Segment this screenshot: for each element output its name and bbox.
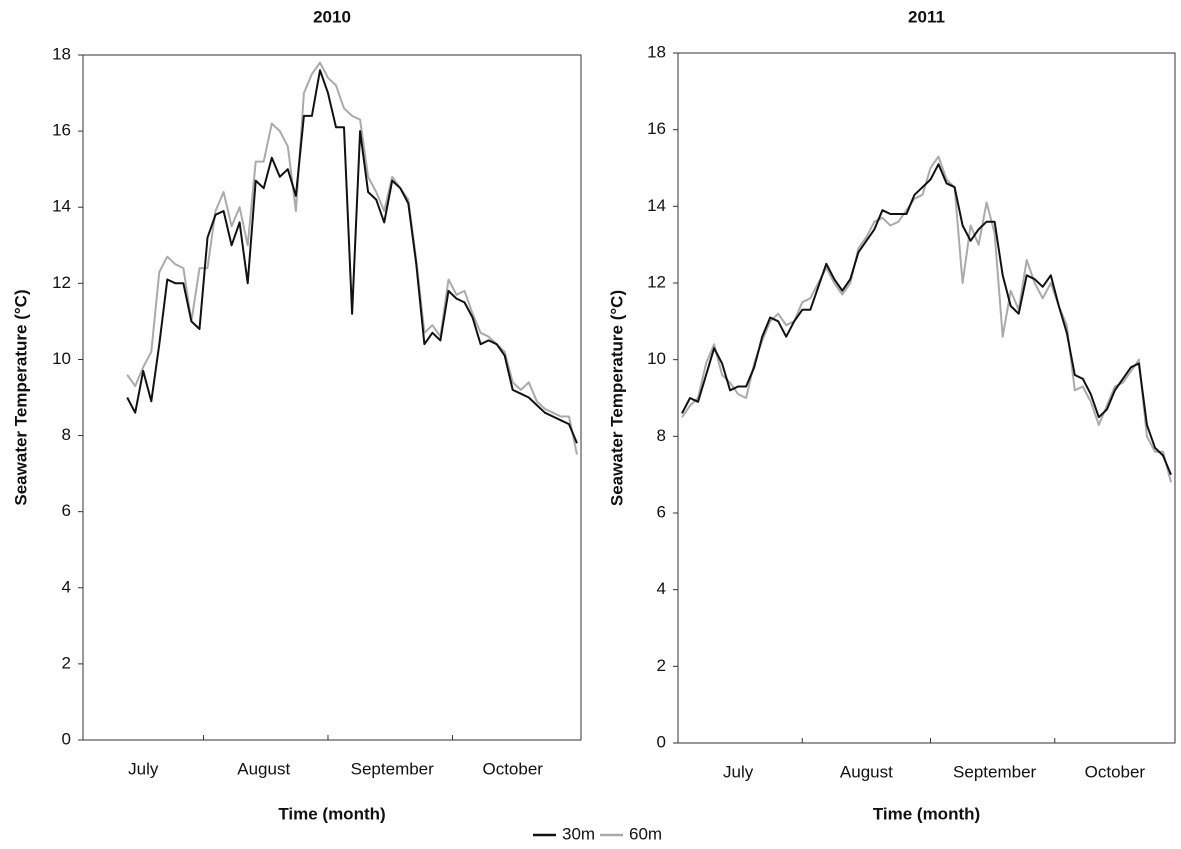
x-tick-label: July: [723, 762, 754, 781]
x-tick-label: August: [840, 762, 893, 781]
y-tick-label: 10: [647, 349, 666, 368]
plot-frame: [82, 54, 582, 741]
y-tick-label: 2: [62, 653, 71, 672]
series-line: [126, 61, 578, 455]
y-tick-label: 8: [62, 425, 71, 444]
y-tick-label: 18: [52, 44, 71, 63]
y-tick-label: 6: [62, 501, 71, 520]
y-tick-label: 18: [647, 42, 666, 61]
y-axis-label: Seawater Temperature (°C): [607, 290, 626, 506]
series-line: [681, 163, 1172, 476]
y-tick-label: 14: [52, 197, 71, 216]
legend: 30m 60m: [533, 824, 662, 843]
series-line: [681, 155, 1172, 483]
x-tick-label: September: [953, 762, 1036, 781]
y-tick-label: 0: [657, 732, 666, 751]
chart-title: 2011: [908, 7, 945, 26]
y-tick-label: 2: [657, 656, 666, 675]
y-tick-label: 4: [657, 579, 666, 598]
x-tick-label: July: [128, 759, 159, 778]
x-axis-label: Time (month): [873, 804, 980, 823]
x-axis-label: Time (month): [278, 804, 385, 823]
y-tick-label: 0: [62, 729, 71, 748]
y-tick-label: 14: [647, 196, 666, 215]
y-tick-label: 12: [52, 273, 71, 292]
x-tick-label: August: [237, 759, 290, 778]
x-tick-label: October: [1085, 762, 1146, 781]
y-tick-label: 16: [647, 119, 666, 138]
plot-frame: [677, 52, 1176, 744]
chart-title: 2010: [313, 7, 351, 26]
series-line: [126, 69, 578, 444]
legend-label: 30m: [562, 824, 595, 843]
legend-label: 60m: [629, 824, 662, 843]
y-tick-label: 12: [647, 272, 666, 291]
y-tick-label: 6: [657, 502, 666, 521]
y-tick-label: 10: [52, 349, 71, 368]
x-tick-label: September: [351, 759, 434, 778]
y-tick-label: 8: [657, 426, 666, 445]
x-tick-label: October: [482, 759, 543, 778]
y-axis-label: Seawater Temperature (°C): [11, 289, 30, 505]
y-tick-label: 16: [52, 121, 71, 140]
y-tick-label: 4: [62, 577, 71, 596]
